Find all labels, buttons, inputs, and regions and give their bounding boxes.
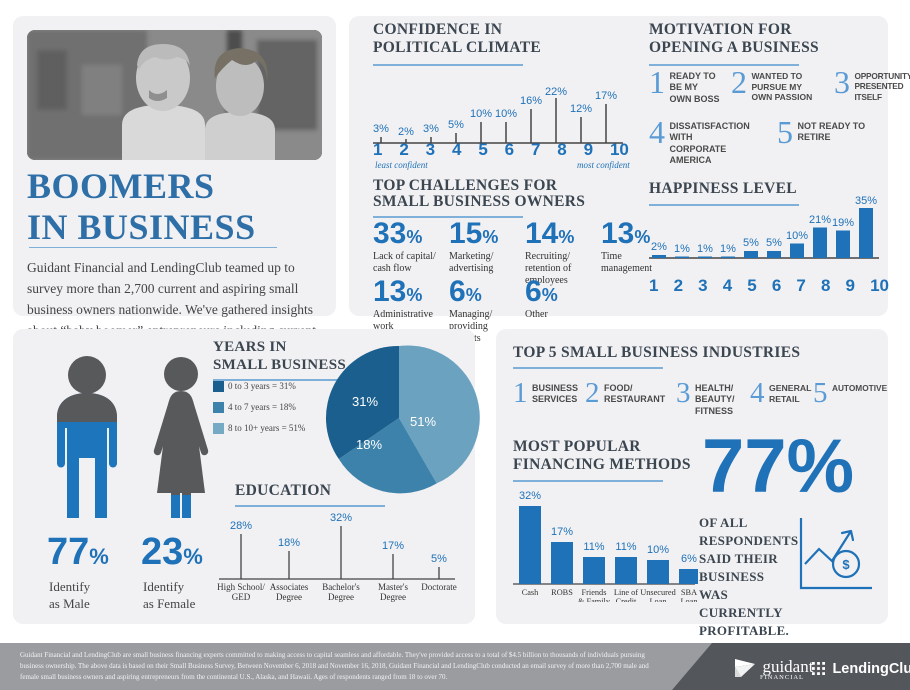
svg-text:3%: 3% [423,123,439,135]
svg-text:Degree: Degree [380,592,406,602]
svg-text:21%: 21% [809,214,831,226]
svg-text:$: $ [842,557,850,572]
svg-text:28%: 28% [230,520,252,532]
svg-text:51%: 51% [410,414,436,429]
svg-text:Bachelor's: Bachelor's [322,582,360,592]
svg-text:Cash: Cash [522,588,539,597]
svg-text:2%: 2% [398,126,414,138]
svg-text:3%: 3% [373,123,389,135]
svg-text:Degree: Degree [276,592,302,602]
svg-text:16%: 16% [520,95,542,107]
svg-text:& Family: & Family [578,597,611,602]
svg-text:22%: 22% [545,86,567,98]
svg-text:17%: 17% [595,90,617,102]
svg-text:19%: 19% [832,217,854,229]
svg-text:10%: 10% [786,230,808,242]
svg-text:SBA: SBA [681,588,697,597]
svg-text:5%: 5% [766,237,782,249]
svg-text:18%: 18% [356,437,382,452]
svg-text:Degree: Degree [328,592,354,602]
svg-text:1%: 1% [697,243,713,255]
svg-text:17%: 17% [382,540,404,552]
svg-text:11%: 11% [583,541,604,553]
svg-text:GED: GED [232,592,251,602]
svg-text:2%: 2% [651,241,667,253]
svg-text:High School/: High School/ [217,582,265,592]
svg-text:5%: 5% [431,553,447,565]
svg-text:10%: 10% [470,108,492,120]
svg-text:32%: 32% [330,512,352,524]
svg-text:Line of: Line of [614,588,638,597]
svg-text:Loan: Loan [649,597,667,602]
svg-text:Friends: Friends [582,588,607,597]
svg-text:10%: 10% [495,108,517,120]
svg-text:12%: 12% [570,103,592,115]
svg-text:10%: 10% [647,544,669,556]
svg-text:32%: 32% [519,490,541,502]
svg-text:11%: 11% [615,541,636,553]
svg-text:17%: 17% [551,526,573,538]
svg-text:ROBS: ROBS [551,588,573,597]
svg-text:5%: 5% [448,119,464,131]
svg-text:5%: 5% [743,237,759,249]
svg-text:Associates: Associates [270,582,309,592]
svg-text:6%: 6% [681,553,697,565]
svg-text:35%: 35% [855,195,877,207]
svg-text:Doctorate: Doctorate [421,582,456,592]
svg-text:31%: 31% [352,394,378,409]
svg-text:18%: 18% [278,537,300,549]
svg-text:1%: 1% [674,243,690,255]
svg-text:Master's: Master's [378,582,409,592]
svg-text:Unsecured: Unsecured [640,588,676,597]
svg-text:Loan: Loan [680,597,698,602]
svg-text:Credit: Credit [616,597,637,602]
svg-text:1%: 1% [720,243,736,255]
